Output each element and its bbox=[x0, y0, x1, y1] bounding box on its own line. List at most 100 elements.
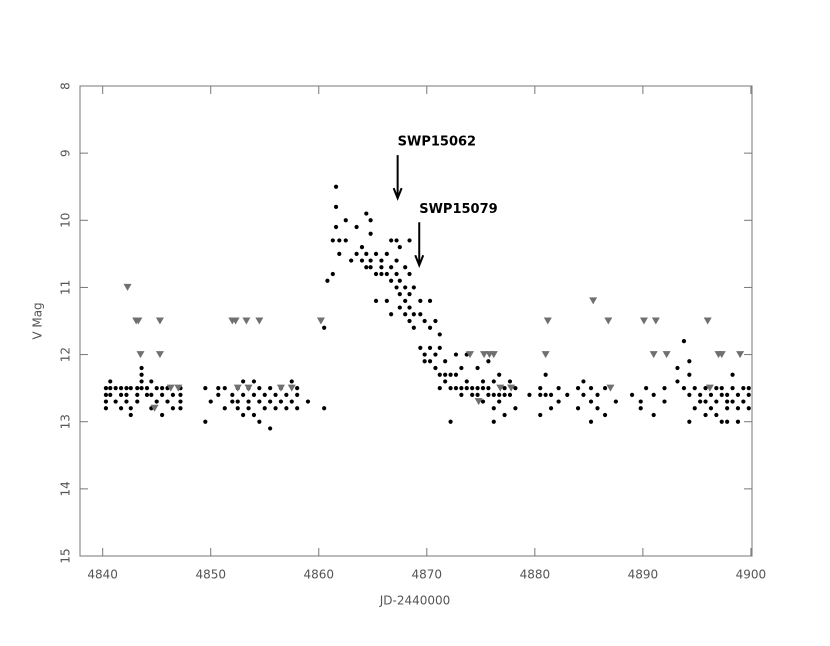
data-point bbox=[349, 258, 354, 263]
data-point bbox=[222, 406, 227, 411]
data-point bbox=[139, 365, 144, 371]
data-point bbox=[638, 399, 643, 404]
data-point bbox=[687, 372, 692, 377]
data-point bbox=[595, 406, 600, 411]
data-point bbox=[222, 386, 227, 391]
data-point bbox=[389, 312, 394, 317]
data-point bbox=[178, 406, 183, 411]
data-point bbox=[359, 245, 365, 250]
x-tick-label: 4850 bbox=[195, 568, 226, 582]
data-point bbox=[470, 386, 475, 391]
data-point bbox=[251, 412, 257, 418]
data-point bbox=[178, 399, 183, 404]
upper-limit bbox=[606, 384, 615, 392]
data-point bbox=[411, 285, 416, 290]
data-point bbox=[359, 258, 365, 263]
data-point bbox=[364, 265, 369, 270]
data-point bbox=[149, 392, 154, 397]
y-axis-label: V Mag bbox=[31, 302, 45, 339]
data-point bbox=[124, 399, 129, 404]
data-point bbox=[268, 399, 273, 404]
data-point bbox=[692, 406, 697, 411]
data-point bbox=[118, 392, 124, 397]
data-point bbox=[394, 285, 399, 290]
data-point bbox=[538, 412, 543, 418]
data-point bbox=[475, 365, 480, 371]
y-tick-label: 15 bbox=[59, 548, 73, 563]
data-point bbox=[379, 271, 384, 277]
x-tick-label: 4860 bbox=[303, 568, 334, 582]
data-point bbox=[325, 278, 330, 283]
data-point bbox=[464, 386, 469, 391]
data-point bbox=[556, 399, 561, 404]
data-point bbox=[257, 386, 262, 391]
data-point bbox=[128, 412, 133, 418]
data-point bbox=[513, 386, 518, 391]
upper-limit bbox=[231, 317, 240, 325]
data-point bbox=[486, 392, 491, 397]
data-point bbox=[407, 305, 412, 310]
x-tick-label: 4880 bbox=[520, 568, 551, 582]
data-point bbox=[235, 399, 240, 404]
data-point bbox=[389, 238, 394, 243]
data-point bbox=[427, 298, 433, 303]
data-point bbox=[575, 386, 581, 391]
data-point bbox=[364, 251, 369, 256]
data-point bbox=[588, 399, 594, 404]
data-point bbox=[330, 271, 335, 277]
data-point bbox=[475, 386, 480, 391]
data-point bbox=[548, 406, 554, 411]
data-point bbox=[602, 412, 608, 418]
data-point bbox=[216, 392, 221, 397]
data-point bbox=[139, 372, 144, 377]
data-point bbox=[443, 379, 448, 384]
data-point bbox=[735, 392, 741, 397]
data-point bbox=[459, 365, 464, 371]
data-point bbox=[343, 238, 348, 243]
data-point bbox=[486, 386, 491, 391]
data-point bbox=[373, 271, 379, 277]
data-point bbox=[746, 406, 751, 411]
data-point bbox=[719, 419, 724, 424]
data-point bbox=[394, 238, 399, 243]
upper-limit bbox=[255, 317, 264, 325]
data-point bbox=[418, 312, 423, 317]
data-point bbox=[108, 386, 113, 391]
x-tick-label: 4900 bbox=[736, 568, 767, 582]
data-point bbox=[262, 406, 267, 411]
data-point bbox=[397, 305, 402, 310]
data-point bbox=[698, 392, 703, 397]
data-point bbox=[433, 352, 438, 357]
data-point bbox=[135, 399, 140, 404]
data-point bbox=[389, 265, 394, 270]
upper-limit bbox=[276, 384, 285, 392]
data-point bbox=[139, 386, 144, 391]
data-point bbox=[437, 332, 442, 337]
x-axis-label: JD-2440000 bbox=[379, 594, 451, 608]
data-point bbox=[394, 271, 399, 277]
data-point bbox=[289, 399, 294, 404]
x-tick-label: 4840 bbox=[87, 568, 118, 582]
data-point bbox=[644, 386, 649, 391]
data-point bbox=[602, 386, 608, 391]
data-point bbox=[379, 258, 384, 263]
arrow bbox=[392, 155, 403, 201]
data-point bbox=[113, 399, 118, 404]
y-tick-label: 14 bbox=[59, 481, 73, 496]
upper-limit bbox=[316, 317, 325, 325]
data-point bbox=[295, 406, 300, 411]
data-point bbox=[108, 379, 113, 384]
data-point bbox=[333, 184, 339, 189]
data-point bbox=[703, 412, 708, 418]
data-point bbox=[448, 386, 453, 391]
data-point bbox=[480, 399, 486, 404]
data-point bbox=[427, 359, 433, 364]
data-point bbox=[407, 271, 412, 277]
data-point bbox=[692, 386, 697, 391]
data-point bbox=[278, 399, 284, 404]
annotation: SWP15062 bbox=[398, 135, 476, 150]
data-point bbox=[124, 392, 129, 397]
data-point bbox=[368, 258, 373, 263]
y-tick-label: 9 bbox=[59, 149, 73, 157]
data-point bbox=[403, 312, 408, 317]
